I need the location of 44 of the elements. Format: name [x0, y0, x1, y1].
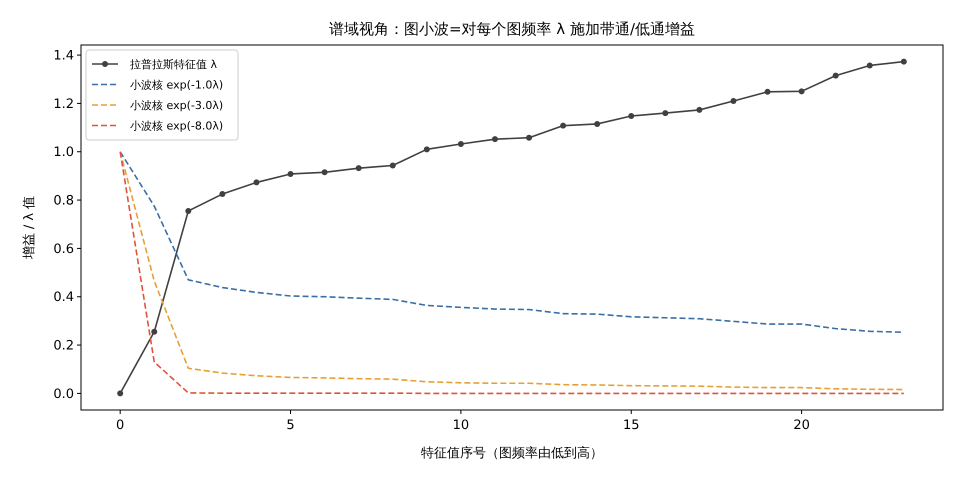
y-tick-label: 0.2: [53, 338, 74, 354]
point: [322, 169, 328, 176]
point: [253, 179, 260, 186]
legend-label: 小波核 exp(-3.0λ): [130, 99, 224, 112]
point: [900, 58, 907, 65]
point: [798, 88, 805, 94]
point: [117, 390, 124, 396]
x-tick-label: 10: [452, 418, 470, 433]
point: [151, 328, 158, 335]
point: [492, 136, 498, 142]
point: [185, 208, 192, 214]
x-axis-title: 特征值序号（图频率由低到高）: [421, 445, 603, 461]
y-tick-label: 0.6: [53, 242, 74, 257]
y-tick-label: 1.2: [53, 96, 74, 112]
x-tick-label: 20: [793, 418, 810, 433]
x-tick-label: 15: [622, 418, 640, 433]
legend-label: 小波核 exp(-8.0λ): [130, 120, 224, 132]
x-tick-label: 5: [286, 418, 295, 433]
point: [526, 134, 532, 141]
point: [219, 191, 226, 198]
y-tick-label: 1.0: [53, 145, 74, 160]
legend-label: 拉普拉斯特征值 λ: [130, 58, 218, 71]
point: [662, 110, 668, 116]
point: [356, 165, 362, 172]
point: [764, 88, 771, 95]
y-tick-label: 0.0: [53, 386, 74, 402]
point: [390, 162, 396, 169]
chart-title: 谱域视角：图小波=对每个图频率 λ 施加带通/低通增益: [328, 20, 696, 38]
point: [288, 170, 294, 177]
legend-label: 小波核 exp(-1.0λ): [130, 78, 224, 92]
y-axis-title: 增益 / λ 值: [22, 196, 37, 260]
point: [594, 120, 600, 127]
point: [696, 106, 702, 113]
point: [424, 146, 430, 152]
y-tick-label: 0.4: [53, 290, 74, 306]
point: [628, 112, 634, 119]
y-tick-label: 1.4: [53, 48, 74, 64]
point: [560, 122, 566, 129]
point: [730, 98, 736, 104]
x-tick-label: 0: [116, 418, 124, 433]
point: [832, 72, 839, 79]
point: [458, 141, 464, 148]
point: [866, 62, 873, 68]
y-tick-label: 0.8: [53, 194, 74, 209]
